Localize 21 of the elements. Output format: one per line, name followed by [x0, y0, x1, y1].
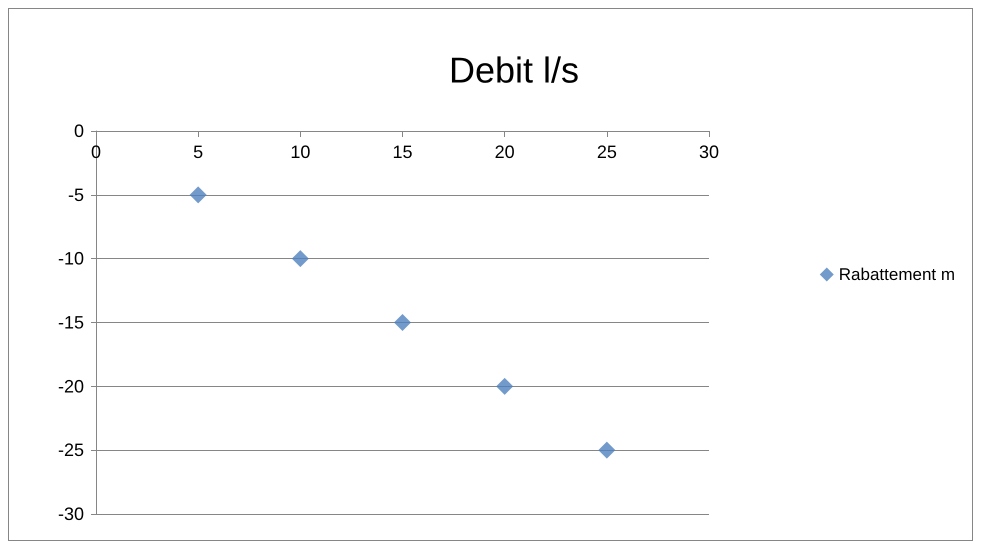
point [292, 250, 309, 268]
y-tick-label: -15 [58, 312, 84, 332]
x-tick-label: 5 [193, 142, 204, 162]
chart-title: Debit l/s [448, 50, 580, 90]
x-tick-label: 30 [698, 142, 720, 162]
y-tick-label: -20 [58, 376, 84, 396]
x-tick-label: 10 [290, 142, 310, 162]
legend-label: Rabattement m [838, 265, 956, 284]
point [394, 314, 411, 331]
y-tick-label: -25 [58, 440, 84, 460]
y-tick-label: 0 [74, 121, 84, 141]
point [190, 186, 207, 204]
y-tick-label: -30 [58, 504, 84, 524]
x-tick-label: 25 [596, 142, 617, 162]
point [598, 442, 616, 459]
y-tick-label: -5 [68, 184, 84, 205]
point [496, 378, 514, 395]
x-tick-label: 0 [90, 142, 102, 162]
x-tick-label: 20 [494, 142, 515, 162]
y-tick-label: -10 [58, 248, 84, 269]
x-tick-label: 15 [392, 142, 413, 162]
